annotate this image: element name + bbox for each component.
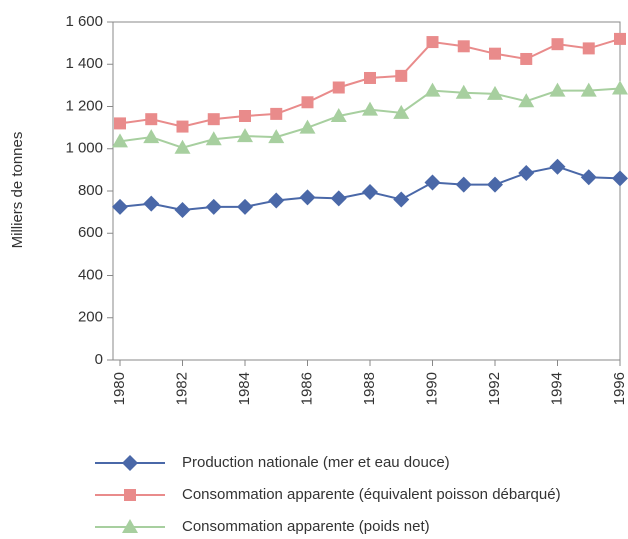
marker — [424, 82, 441, 97]
x-tick-label: 1980 — [111, 372, 128, 405]
y-tick-label: 800 — [78, 182, 103, 199]
x-tick-label: 1996 — [611, 372, 628, 405]
marker — [395, 69, 408, 82]
x-tick-label: 1984 — [236, 372, 253, 405]
x-tick-label: 1982 — [173, 372, 190, 405]
marker — [145, 113, 158, 126]
marker — [364, 71, 376, 84]
marker — [268, 129, 285, 144]
series-line — [119, 87, 621, 149]
marker — [580, 169, 597, 186]
marker — [270, 107, 283, 120]
marker — [582, 42, 595, 55]
y-tick-label: 1 400 — [65, 55, 103, 72]
x-tick-label: 1988 — [361, 372, 378, 405]
marker — [549, 158, 566, 175]
y-tick-label: 1 200 — [65, 97, 103, 114]
marker — [330, 108, 347, 123]
marker — [301, 96, 314, 109]
y-axis-label: Milliers de tonnes — [9, 132, 26, 249]
marker — [520, 52, 533, 65]
marker — [489, 47, 501, 60]
marker — [487, 85, 503, 100]
marker — [518, 93, 535, 108]
marker — [580, 82, 597, 97]
marker — [176, 120, 189, 133]
marker — [237, 198, 253, 215]
y-tick-label: 0 — [95, 351, 103, 368]
marker — [143, 195, 160, 212]
marker — [122, 455, 138, 471]
marker — [205, 198, 222, 215]
x-tick-label: 1994 — [548, 372, 565, 405]
marker — [612, 80, 628, 95]
marker — [362, 101, 378, 116]
marker — [112, 198, 128, 215]
marker — [205, 131, 222, 146]
marker — [424, 174, 441, 191]
marker — [239, 110, 251, 123]
marker — [457, 40, 470, 53]
y-tick-label: 400 — [78, 266, 103, 283]
marker — [143, 129, 160, 144]
x-tick-label: 1986 — [298, 372, 315, 405]
marker — [207, 113, 220, 126]
marker — [362, 184, 378, 201]
marker — [114, 117, 126, 130]
marker — [393, 104, 410, 119]
y-tick-label: 1 000 — [65, 140, 103, 157]
marker — [112, 133, 128, 148]
marker — [614, 32, 626, 45]
marker — [455, 176, 472, 193]
marker — [549, 82, 566, 97]
x-tick-label: 1992 — [486, 372, 503, 405]
marker — [299, 119, 316, 134]
marker — [393, 191, 410, 208]
marker — [124, 489, 136, 501]
marker — [299, 189, 316, 206]
legend-label: Consommation apparente (équivalent poiss… — [182, 486, 561, 503]
marker — [330, 190, 347, 207]
marker — [518, 165, 535, 182]
y-tick-label: 200 — [78, 309, 103, 326]
x-tick-label: 1990 — [423, 372, 440, 405]
marker — [237, 128, 253, 143]
marker — [551, 38, 564, 51]
marker — [174, 202, 191, 219]
legend-label: Consommation apparente (poids net) — [182, 518, 430, 535]
marker — [332, 81, 345, 94]
legend-label: Production nationale (mer et eau douce) — [182, 454, 450, 471]
y-tick-label: 1 600 — [65, 13, 103, 30]
marker — [122, 519, 138, 533]
marker — [268, 192, 285, 209]
marker — [612, 170, 628, 187]
y-tick-label: 600 — [78, 224, 103, 241]
marker — [426, 36, 439, 49]
marker — [174, 139, 191, 154]
marker — [455, 84, 472, 99]
marker — [487, 176, 503, 193]
